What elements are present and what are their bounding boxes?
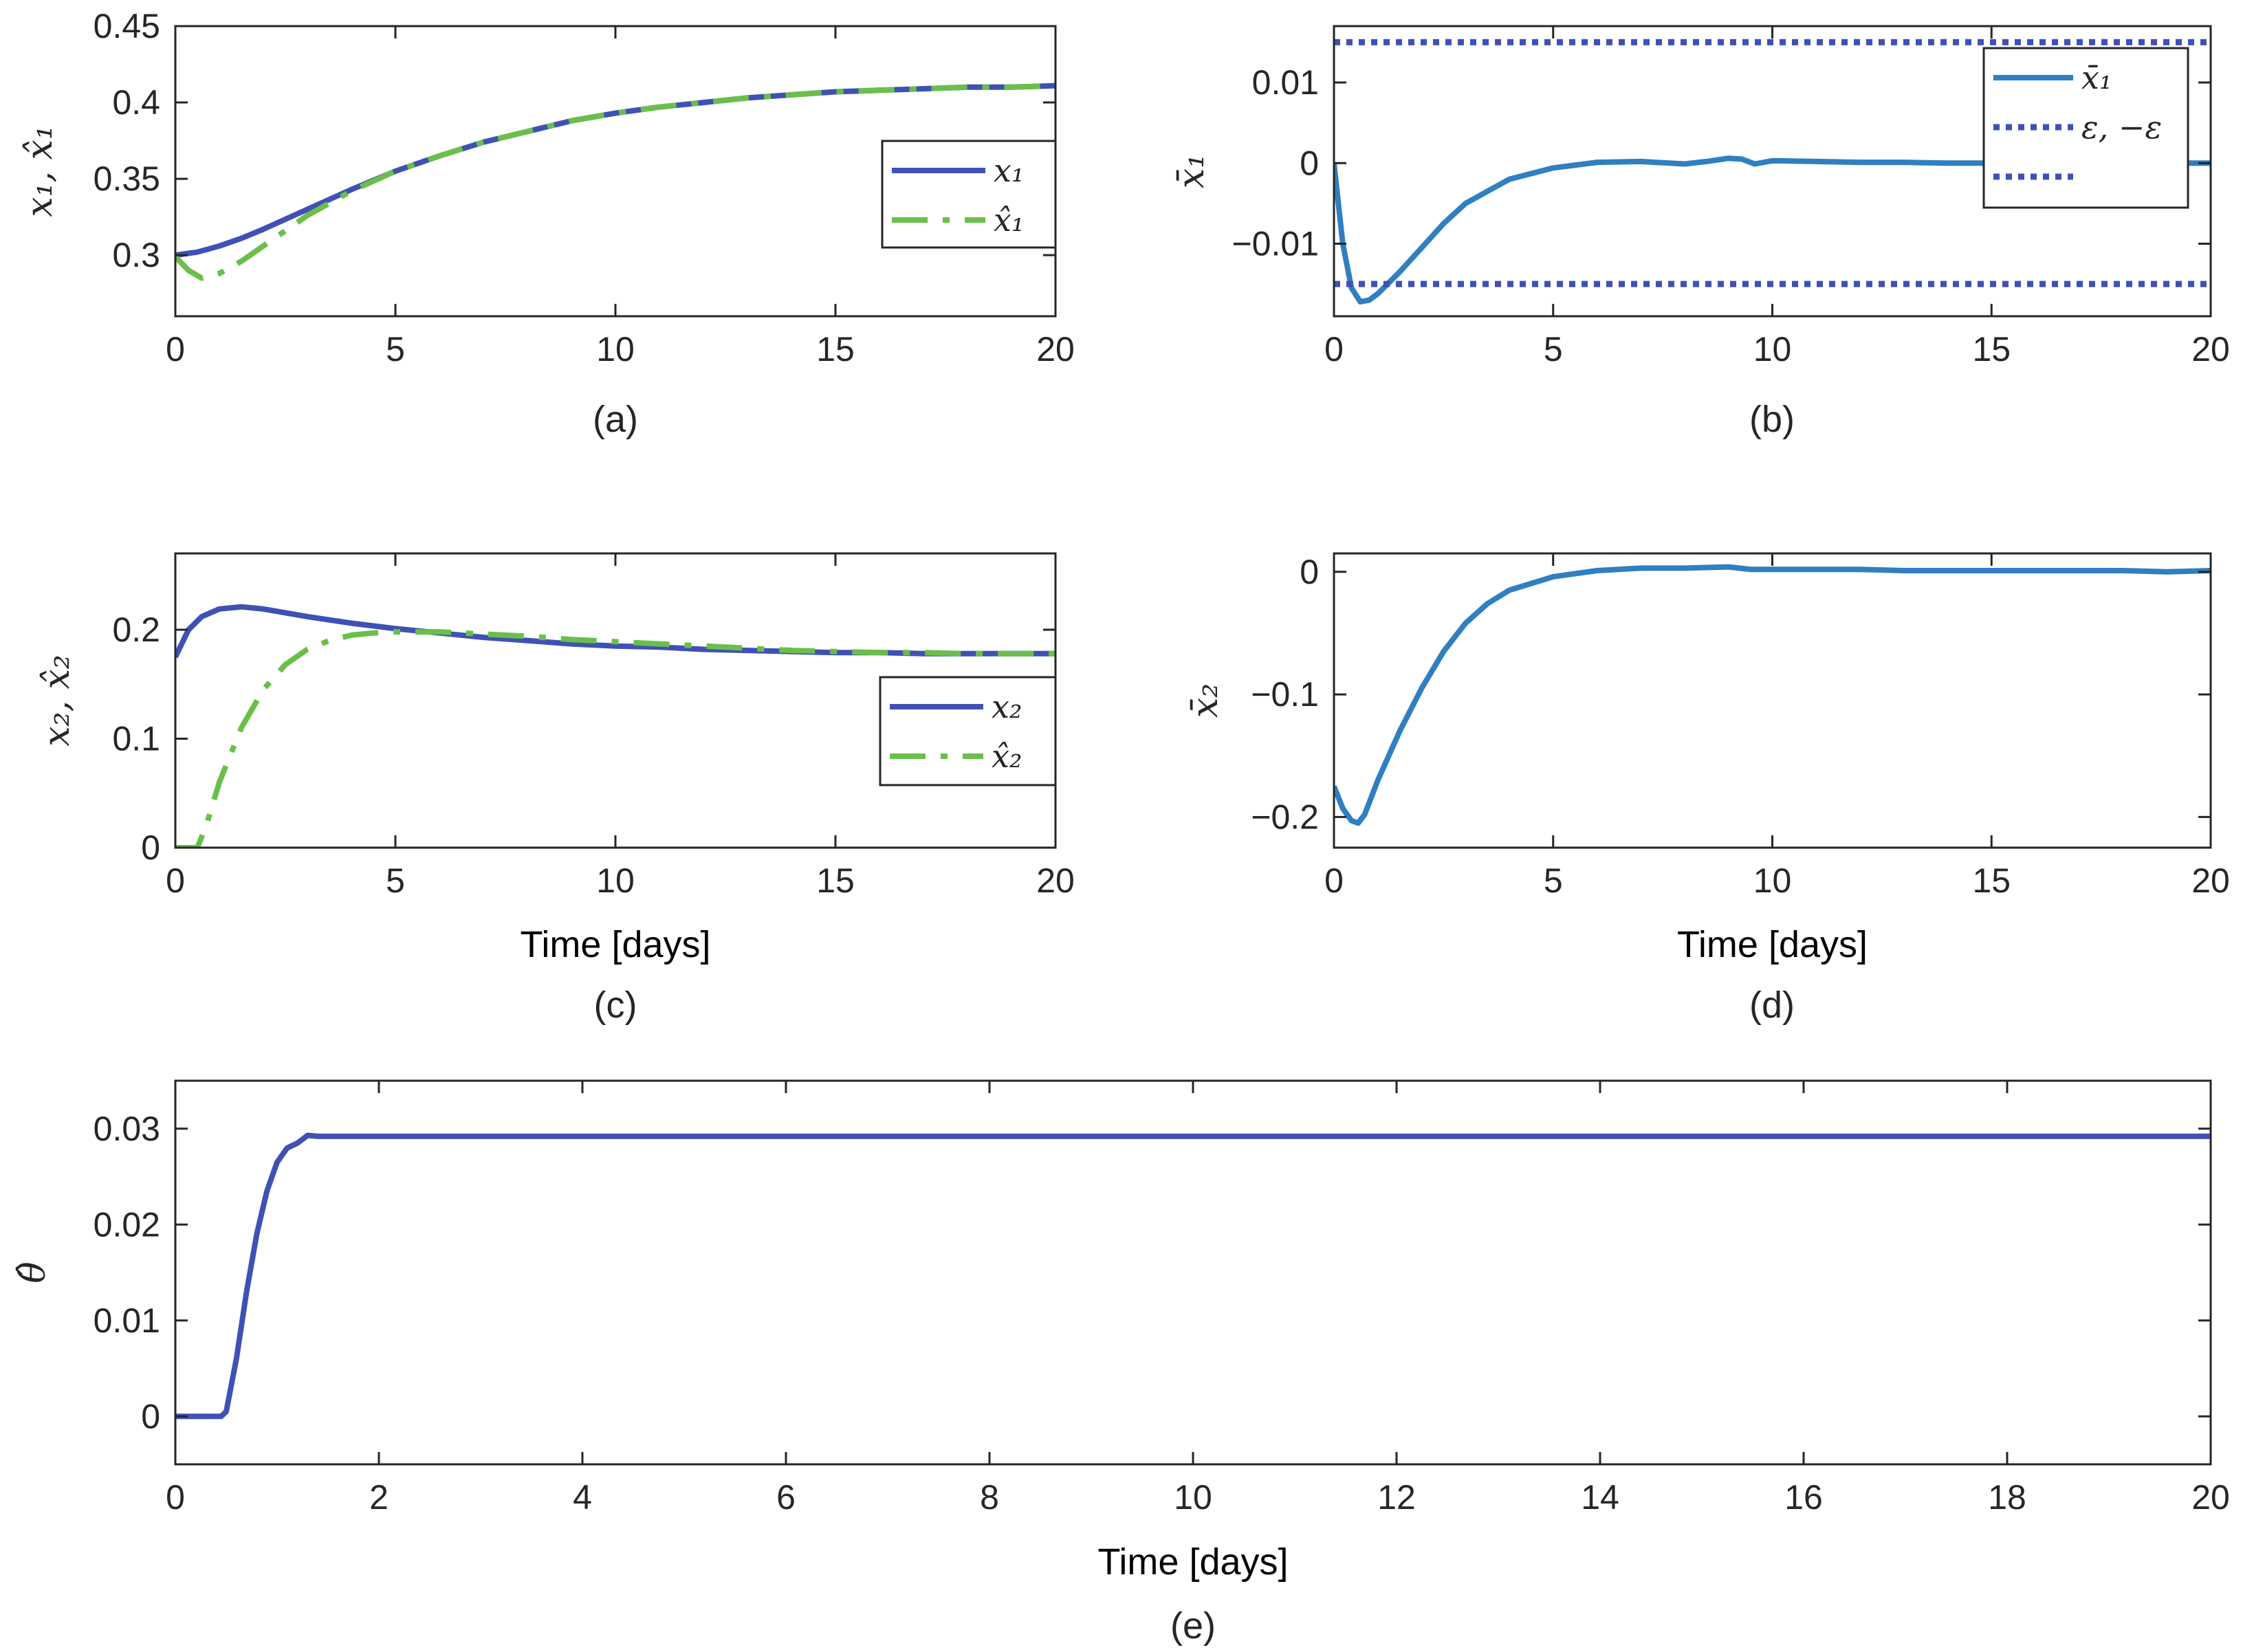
x-tick-label-e-7: 14 — [1581, 1478, 1619, 1517]
x-tick-label-d-0: 0 — [1324, 861, 1344, 900]
y-tick-label-a-0: 0.3 — [112, 236, 160, 274]
x-tick-label-c-2: 10 — [596, 861, 635, 900]
y-tick-label-c-1: 0.1 — [112, 719, 160, 758]
series-line-e-0 — [175, 1132, 2211, 1420]
y-tick-label-e-1: 0.01 — [94, 1301, 160, 1340]
legend-c: x₂ x̂₂ — [879, 676, 1057, 786]
x-axis-title-d: Time [days] — [1677, 924, 1868, 965]
legend-label-c-1: x̂₂ — [992, 738, 1022, 775]
x-tick-label-e-10: 20 — [2191, 1478, 2230, 1517]
x-axis-title-c: Time [days] — [520, 924, 710, 965]
x-tick-label-e-2: 4 — [573, 1478, 592, 1517]
x-tick-label-c-4: 20 — [1036, 861, 1075, 900]
legend-box-b — [1982, 47, 2189, 209]
y-tick-label-e-3: 0.03 — [94, 1110, 160, 1148]
chart-panel-d: 0 5 10 15 20 −0.2 −0.1 0 x̄₂ Time [days] (d) — [1185, 552, 2230, 1026]
chart-panel-a: 0 5 10 15 20 0.3 0.35 0.4 0.45 x₁, x̂₁ (a) x₁ x̂₁ — [19, 7, 1075, 440]
x-tick-label-e-9: 18 — [1988, 1478, 2026, 1517]
legend-label-a-1: x̂₁ — [994, 201, 1024, 239]
legend-label-c-0: x₂ — [992, 688, 1022, 725]
x-tick-label-e-3: 6 — [776, 1478, 796, 1517]
chart-panel-c: 0 5 10 15 20 0 0.1 0.2 x₂, x̂₂ Time [days] (c) x₂ x̂… — [36, 552, 1075, 1026]
x-tick-label-e-1: 2 — [369, 1478, 389, 1517]
x-tick-label-e-8: 16 — [1784, 1478, 1823, 1517]
y-tick-label-a-3: 0.45 — [94, 7, 160, 45]
x-tick-label-b-3: 15 — [1972, 330, 2011, 368]
x-tick-label-c-3: 15 — [816, 861, 855, 900]
y-tick-label-c-0: 0 — [141, 828, 160, 867]
y-tick-label-d-0: −0.2 — [1251, 797, 1319, 836]
legend-b: x̄₁ ε, −ε — [1982, 47, 2189, 209]
y-tick-label-b-2: 0.01 — [1252, 63, 1319, 102]
y-tick-label-d-1: −0.1 — [1251, 675, 1319, 714]
x-tick-label-b-4: 20 — [2191, 330, 2230, 368]
x-tick-label-d-2: 10 — [1753, 861, 1792, 900]
y-axis-label-c: x₂, x̂₂ — [36, 654, 78, 746]
plot-frame-d — [1333, 552, 2212, 849]
legend-label-a-0: x₁ — [994, 152, 1024, 189]
x-tick-label-b-2: 10 — [1753, 330, 1792, 368]
legend-label-b-0: x̄₁ — [2081, 59, 2112, 96]
panel-caption-b: (b) — [1749, 399, 1795, 440]
x-tick-label-c-0: 0 — [166, 861, 185, 900]
panel-caption-e: (e) — [1170, 1605, 1216, 1647]
series-line-c-1 — [175, 629, 1055, 848]
chart-panel-b: 0 5 10 15 20 −0.01 0 0.01 x̄₁ (b) x̄₁ ε, −ε — [1171, 25, 2230, 440]
panel-caption-d: (d) — [1749, 984, 1795, 1026]
x-tick-label-e-5: 10 — [1174, 1478, 1212, 1517]
x-tick-label-d-3: 15 — [1972, 861, 2011, 900]
panel-caption-a: (a) — [593, 399, 638, 440]
x-tick-label-e-4: 8 — [980, 1478, 999, 1517]
x-tick-label-a-2: 10 — [596, 330, 635, 368]
y-tick-label-d-2: 0 — [1300, 553, 1319, 591]
x-tick-label-a-0: 0 — [166, 330, 185, 368]
legend-box-a — [881, 140, 1057, 249]
y-tick-label-a-1: 0.35 — [94, 159, 160, 198]
panel-caption-c: (c) — [594, 984, 637, 1026]
x-tick-label-a-3: 15 — [816, 330, 855, 368]
x-tick-label-d-1: 5 — [1544, 861, 1563, 900]
x-tick-label-e-0: 0 — [166, 1478, 185, 1517]
x-tick-label-e-6: 12 — [1377, 1478, 1416, 1517]
y-tick-label-a-2: 0.4 — [112, 83, 160, 122]
x-tick-label-b-0: 0 — [1324, 330, 1344, 368]
series-line-a-1 — [175, 82, 1055, 281]
legend-box-c — [879, 676, 1057, 786]
y-tick-label-b-1: 0 — [1300, 144, 1319, 182]
y-tick-label-c-2: 0.2 — [112, 610, 160, 649]
x-axis-title-e: Time [days] — [1097, 1541, 1288, 1583]
y-axis-label-e: θ̂ — [12, 1262, 54, 1283]
y-tick-label-e-2: 0.02 — [94, 1205, 160, 1244]
y-tick-label-b-0: −0.01 — [1232, 225, 1319, 263]
y-axis-label-b: x̄₁ — [1171, 154, 1212, 188]
x-tick-label-d-4: 20 — [2191, 861, 2230, 900]
chart-panel-e: 0 2 4 6 8 10 12 14 16 18 20 0 0.01 0.02 0.03 θ̂ Time [da… — [12, 1079, 2230, 1647]
x-tick-label-b-1: 5 — [1544, 330, 1563, 368]
y-axis-label-a: x₁, x̂₁ — [19, 125, 61, 217]
legend-label-b-1: ε, −ε — [2081, 109, 2162, 146]
y-axis-label-d: x̄₂ — [1185, 683, 1226, 718]
x-tick-label-c-1: 5 — [386, 861, 405, 900]
series-line-d-0 — [1334, 564, 2211, 826]
x-tick-label-a-4: 20 — [1036, 330, 1075, 368]
x-tick-label-a-1: 5 — [386, 330, 405, 368]
y-tick-label-e-0: 0 — [141, 1397, 160, 1435]
legend-a: x₁ x̂₁ — [881, 140, 1057, 249]
